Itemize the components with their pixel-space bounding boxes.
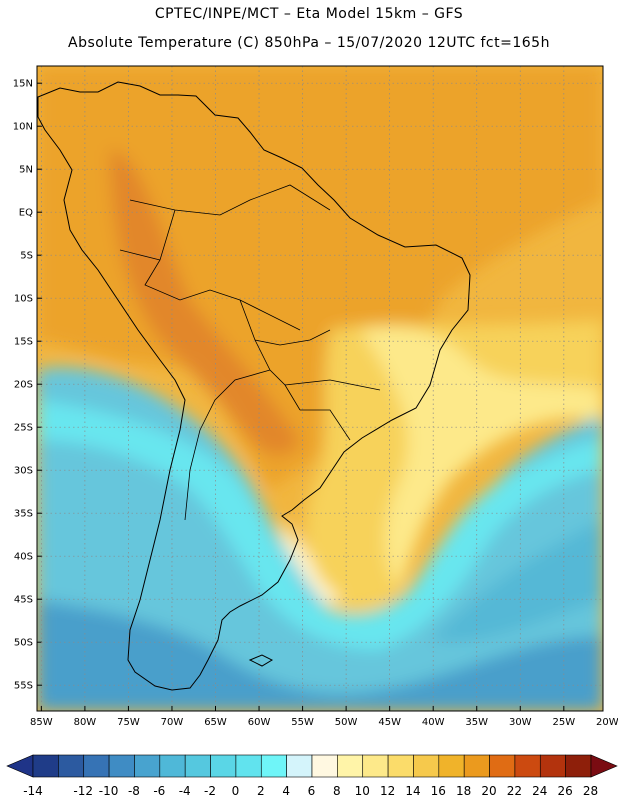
lat-tick-label: 25S [14, 423, 33, 434]
colorbar-label: 6 [308, 784, 316, 798]
colorbar-swatch [311, 754, 338, 778]
field-deep-cold [37, 600, 603, 711]
colorbar-swatch [514, 754, 541, 778]
graticule [37, 66, 603, 711]
colorbar-label: -12 [73, 784, 93, 798]
falkland-islands [248, 654, 274, 667]
colorbar-label: 8 [333, 784, 341, 798]
colorbar-label: 26 [557, 784, 572, 798]
colorbar-label: 18 [456, 784, 471, 798]
lon-tick-label: 65W [204, 717, 227, 728]
colorbar-swatch [58, 754, 85, 778]
lat-tick-label: 5N [19, 165, 33, 176]
colorbar-label: 10 [355, 784, 370, 798]
field-pale-yellow [360, 326, 603, 590]
colorbar-label: 12 [380, 784, 395, 798]
colorbar-label: -8 [128, 784, 140, 798]
colorbar-swatch [463, 754, 490, 778]
lon-tick-label: 40W [422, 717, 445, 728]
colorbar-label: 14 [405, 784, 420, 798]
map-title-line-1: CPTEC/INPE/MCT – Eta Model 15km – GFS [154, 6, 464, 22]
lat-tick-label: 15N [13, 79, 33, 90]
lat-tick-label: 50S [14, 638, 33, 649]
field-cream-edge [280, 520, 340, 604]
colorbar-swatch [362, 754, 389, 778]
colorbar-swatch [159, 754, 186, 778]
colorbar-swatch [235, 754, 262, 778]
colorbar-swatch [337, 754, 364, 778]
lat-tick-label: 15S [14, 337, 33, 348]
colorbar-label: -6 [153, 784, 165, 798]
colorbar-swatch [210, 754, 237, 778]
colorbar-label: -2 [204, 784, 216, 798]
colorbar-swatch [286, 754, 313, 778]
colorbar-label: 4 [282, 784, 290, 798]
colorbar-label: 22 [507, 784, 522, 798]
lat-tick-label: 10N [13, 122, 33, 133]
map-title-line-2: Absolute Temperature (C) 850hPa – 15/07/… [68, 35, 550, 51]
colorbar-label: -14 [23, 784, 43, 798]
lon-tick-label: 25W [553, 717, 576, 728]
colorbar-label: 20 [481, 784, 496, 798]
south-america-coastline [37, 81, 471, 691]
latitude-labels: 15N 10N 5N EQ 5S 10S 15S 20S 25S 30S 35S 40S 45S 50S 5… [13, 79, 33, 692]
longitude-labels: 85W 80W 75W 70W 65W 60W 55W 50W 45W 40W 35W 30W 25W 2… [30, 717, 618, 728]
colorbar-swatch [413, 754, 440, 778]
colorbar-swatch [438, 754, 465, 778]
field-hot-core [110, 150, 300, 455]
lat-tick-label: 55S [14, 681, 33, 692]
lon-tick-label: 75W [117, 717, 140, 728]
colorbar-high-arrow [590, 754, 618, 778]
lon-tick-label: 35W [465, 717, 488, 728]
lat-tick-label: 20S [14, 380, 33, 391]
lon-tick-label: 85W [30, 717, 53, 728]
colorbar: -14 -12 -10 -8 -6 -4 -2 0 2 4 6 8 10 12 14 16 18 20 22 24 26… [6, 754, 618, 798]
lon-tick-label: 50W [335, 717, 358, 728]
lat-tick-label: 30S [14, 466, 33, 477]
colorbar-label: 28 [583, 784, 598, 798]
colorbar-swatch [83, 754, 110, 778]
colorbar-swatch [489, 754, 516, 778]
colorbar-swatch [539, 754, 566, 778]
country-borders [119, 184, 381, 521]
colorbar-label: -4 [179, 784, 191, 798]
lat-tick-label: 35S [14, 509, 33, 520]
field-cold-ocean-east [430, 520, 603, 642]
lon-tick-label: 45W [378, 717, 401, 728]
colorbar-swatch [134, 754, 161, 778]
temperature-field [37, 66, 603, 711]
plot-frame [36, 65, 604, 712]
lon-tick-label: 55W [291, 717, 314, 728]
colorbar-label: -10 [99, 784, 119, 798]
colorbar-swatch [260, 754, 287, 778]
lat-tick-label: 45S [14, 595, 33, 606]
lat-tick-label: EQ [19, 208, 33, 219]
coastlines [37, 81, 471, 691]
colorbar-label: 24 [532, 784, 547, 798]
colorbar-label: 16 [431, 784, 446, 798]
colorbar-swatch [184, 754, 211, 778]
lon-tick-label: 80W [74, 717, 97, 728]
lon-tick-label: 60W [248, 717, 271, 728]
colorbar-swatch [387, 754, 414, 778]
lon-tick-label: 20W [596, 717, 618, 728]
field-cyan-front [37, 400, 603, 650]
colorbar-swatch [565, 754, 592, 778]
colorbar-swatch [108, 754, 135, 778]
lon-tick-label: 30W [509, 717, 532, 728]
colorbar-label: 2 [257, 784, 265, 798]
lat-tick-label: 5S [20, 251, 33, 262]
colorbar-label: 0 [232, 784, 240, 798]
lat-tick-label: 10S [14, 294, 33, 305]
colorbar-swatch [32, 754, 59, 778]
colorbar-low-arrow [6, 754, 34, 778]
field-tropical-warm [37, 66, 603, 490]
lon-tick-label: 70W [161, 717, 184, 728]
lat-tick-label: 40S [14, 552, 33, 563]
